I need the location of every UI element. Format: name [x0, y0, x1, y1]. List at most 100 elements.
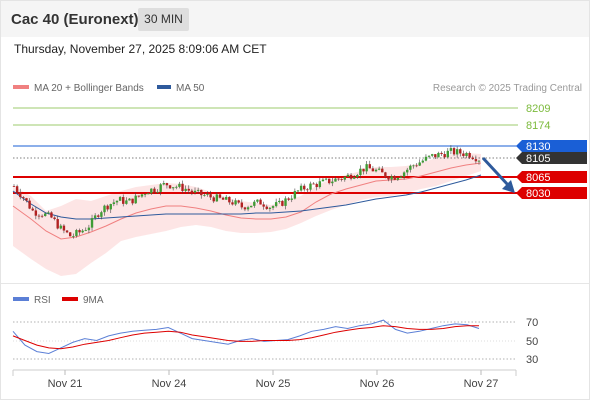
candle-up: [184, 188, 187, 192]
candle-down: [209, 194, 212, 198]
candle-up: [103, 205, 106, 213]
ma50-line: [12, 174, 482, 220]
candle-down: [384, 172, 387, 178]
candle-up: [256, 199, 259, 202]
candle-down: [165, 183, 169, 186]
candle-up: [396, 177, 400, 180]
candle-up: [162, 183, 165, 185]
candle-up: [278, 200, 281, 203]
candle-down: [25, 198, 28, 201]
ma20-line: [12, 162, 482, 240]
candle-down: [34, 210, 38, 216]
x-tick-nov24: Nov 24: [152, 378, 187, 390]
x-tick-nov26: Nov 26: [360, 378, 395, 390]
candle-up: [334, 178, 337, 182]
ma9-legend-label: 9MA: [83, 295, 104, 306]
candle-up: [175, 186, 178, 188]
candle-down: [471, 157, 474, 160]
x-tick-nov25: Nov 25: [256, 378, 291, 390]
candle-up: [299, 185, 303, 191]
candle-down: [452, 148, 456, 155]
candle-up: [274, 202, 278, 207]
candle-up: [128, 198, 131, 201]
ma9-legend-swatch: [62, 297, 78, 301]
candle-up: [446, 150, 449, 158]
candle-down: [243, 207, 247, 210]
candle-down: [53, 217, 56, 220]
rsi-tick-30: 30: [526, 354, 538, 366]
candle-down: [415, 165, 418, 167]
candle-down: [340, 179, 343, 180]
bollinger-band: [13, 153, 481, 276]
candle-up: [331, 181, 334, 184]
candle-up: [455, 149, 459, 155]
candle-up: [150, 188, 153, 194]
candle-down: [22, 197, 25, 199]
candle-down: [337, 178, 340, 180]
candle-down: [312, 183, 315, 185]
candle-down: [306, 189, 309, 191]
price-label-text: 8030: [526, 188, 550, 200]
candle-up: [318, 181, 322, 188]
candle-down: [187, 188, 190, 191]
candle-up: [430, 154, 434, 156]
candle-down: [259, 199, 262, 205]
candle-up: [356, 175, 359, 178]
candle-down: [106, 205, 109, 210]
candle-up: [409, 165, 412, 170]
candle-up: [352, 177, 356, 179]
candle-down: [28, 200, 31, 209]
candle-down: [393, 176, 396, 180]
candle-up: [377, 168, 381, 170]
candle-up: [215, 194, 219, 202]
candlestick-series: [12, 145, 481, 239]
candle-up: [87, 227, 91, 231]
x-tick-nov27: Nov 27: [464, 378, 499, 390]
candle-up: [193, 190, 197, 193]
candle-up: [196, 189, 200, 191]
candle-up: [465, 152, 468, 156]
down-arrow-annotation: [481, 156, 515, 193]
ma20-legend-swatch: [13, 85, 29, 89]
price-label-8174: 8174: [526, 120, 550, 132]
candle-up: [115, 200, 119, 203]
price-label-text: 8065: [526, 172, 550, 184]
chart-datetime: Thursday, November 27, 2025 8:09:06 AM C…: [14, 42, 267, 56]
candle-up: [343, 176, 347, 180]
timeframe-badge[interactable]: 30 MIN: [138, 8, 189, 31]
candle-up: [321, 179, 325, 182]
candle-up: [390, 176, 393, 180]
candle-up: [156, 191, 159, 193]
candle-up: [146, 193, 150, 195]
candle-up: [249, 205, 253, 208]
candle-down: [371, 168, 375, 172]
candle-down: [368, 164, 371, 169]
price-label-8105: 8105: [516, 152, 587, 165]
candle-up: [47, 212, 50, 214]
candle-up: [437, 152, 440, 158]
candle-down: [168, 185, 172, 189]
ma50-legend-label: MA 50: [176, 83, 205, 94]
candle-up: [225, 196, 228, 200]
candle-down: [78, 230, 81, 233]
panel-divider: [1, 283, 589, 284]
candle-down: [462, 153, 465, 156]
candle-up: [253, 201, 256, 206]
candle-up: [178, 183, 181, 187]
candle-down: [440, 152, 443, 155]
candle-up: [296, 190, 300, 192]
candle-down: [237, 200, 240, 203]
candle-down: [153, 188, 156, 193]
candle-up: [112, 202, 116, 205]
candle-down: [228, 196, 231, 203]
candle-up: [109, 204, 112, 210]
candle-down: [328, 178, 331, 184]
candle-down: [387, 177, 390, 180]
candle-up: [402, 172, 406, 177]
candle-up: [75, 230, 78, 237]
candle-up: [100, 212, 103, 217]
candle-down: [443, 154, 446, 158]
candle-down: [181, 183, 184, 192]
candle-up: [424, 156, 428, 161]
